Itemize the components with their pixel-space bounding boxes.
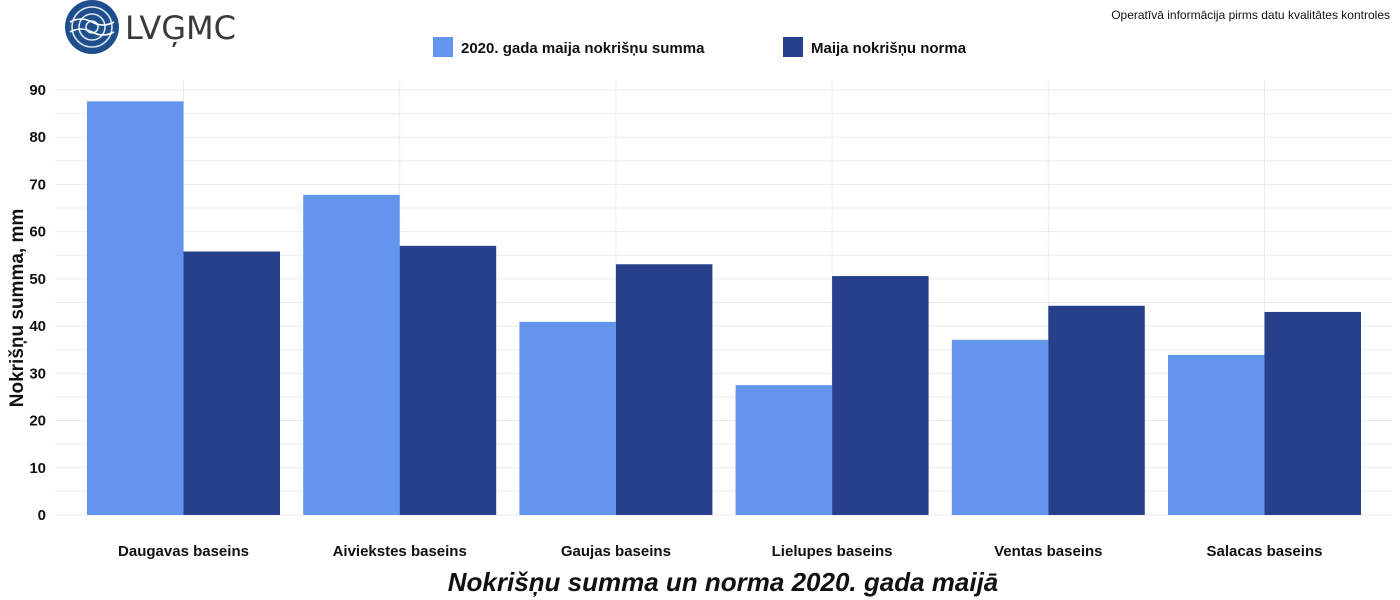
legend-swatch-series-1 — [433, 37, 453, 57]
y-axis-label: Nokrišņu summa, mm — [7, 209, 28, 408]
y-tick-label: 10 — [29, 460, 46, 477]
logo-text: LVĢMC — [125, 9, 236, 47]
y-tick-label: 30 — [29, 365, 46, 382]
chart-title: Nokrišņu summa un norma 2020. gada maijā — [448, 567, 999, 597]
y-tick-label: 70 — [29, 176, 46, 193]
bar-series-2-6 — [1264, 311, 1361, 515]
x-tick-label: Ventas baseins — [994, 543, 1102, 560]
legend: 2020. gada maija nokrišņu summa Maija no… — [433, 37, 967, 57]
bar-series-2-2 — [399, 245, 497, 516]
x-axis-ticks: Daugavas baseins Aiviekstes baseins Gaujas… — [118, 543, 1322, 560]
bar-series-1-3 — [519, 321, 616, 515]
logo-emblem-icon — [65, 0, 119, 54]
bar-series-1-4 — [735, 385, 833, 515]
x-tick-label: Gaujas baseins — [561, 543, 671, 560]
x-tick-label: Salacas baseins — [1207, 543, 1323, 560]
y-axis-ticks: 0 10 20 30 40 50 60 70 80 90 — [29, 82, 46, 524]
plot-area: 0 10 20 30 40 50 60 70 80 90 Daugavas baseins Aivi… — [29, 80, 1392, 560]
bar-series-2-4 — [832, 276, 929, 515]
bar-series-1-2 — [303, 194, 400, 516]
logo: LVĢMC — [65, 0, 236, 54]
bar-series-2-5 — [1048, 305, 1145, 515]
y-tick-label: 90 — [29, 82, 46, 99]
y-tick-label: 60 — [29, 224, 46, 241]
bar-series-1-5 — [951, 339, 1049, 515]
data-quality-note: Operatīvā informācija pirms datu kvalitā… — [1111, 8, 1390, 22]
x-tick-label: Daugavas baseins — [118, 543, 249, 560]
y-tick-label: 80 — [29, 129, 46, 146]
y-tick-label: 50 — [29, 271, 46, 288]
x-tick-label: Lielupes baseins — [772, 543, 893, 560]
bar-series-2-1 — [183, 251, 280, 515]
y-tick-label: 0 — [38, 507, 46, 524]
legend-label-series-1: 2020. gada maija nokrišņu summa — [461, 40, 705, 57]
bar-series-1-1 — [87, 101, 184, 515]
bars — [87, 101, 1361, 516]
bar-series-1-6 — [1168, 354, 1265, 515]
y-tick-label: 20 — [29, 413, 46, 430]
x-tick-label: Aiviekstes baseins — [333, 543, 467, 560]
legend-label-series-2: Maija nokrišņu norma — [811, 40, 967, 57]
bar-series-2-3 — [615, 264, 713, 515]
y-tick-label: 40 — [29, 318, 46, 335]
legend-swatch-series-2 — [783, 37, 803, 57]
